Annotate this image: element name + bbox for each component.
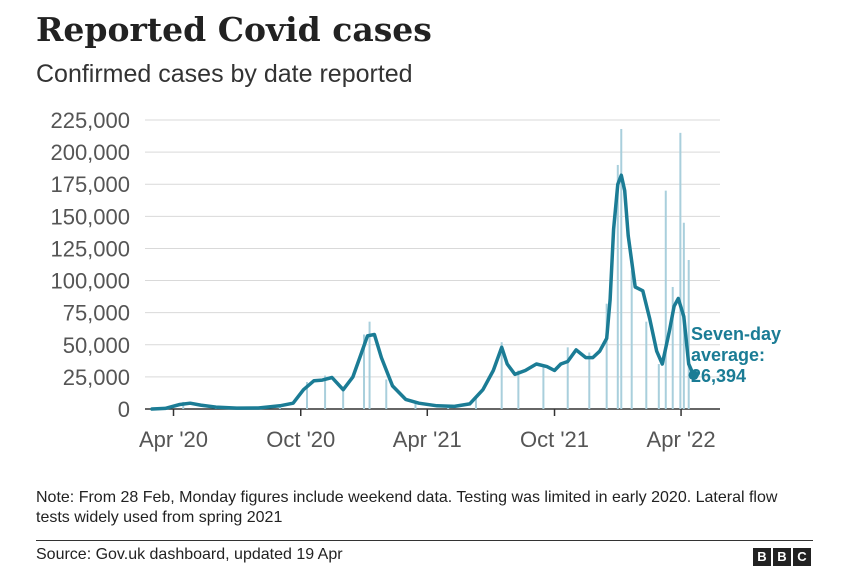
daily-bar: [542, 366, 545, 409]
bbc-logo-b1: B: [753, 548, 771, 566]
daily-bar: [664, 190, 667, 409]
daily-bar: [414, 401, 417, 409]
y-tick-label: 100,000: [50, 269, 130, 294]
y-tick-label: 25,000: [63, 365, 130, 390]
daily-bar: [671, 286, 674, 409]
y-tick-label: 175,000: [50, 172, 130, 197]
daily-bar: [645, 321, 648, 409]
daily-bars: [150, 128, 690, 409]
daily-bar: [616, 164, 619, 409]
covid-cases-chart: 225,000 200,000 175,000 150,000 125,000 100,0…: [50, 108, 781, 452]
daily-bar: [306, 382, 309, 409]
daily-bar: [687, 260, 690, 409]
x-tick-label: Apr '21: [393, 427, 462, 452]
annotation-line: Seven-day: [691, 324, 781, 344]
x-tick-label: Oct '20: [266, 427, 335, 452]
daily-bar: [342, 389, 345, 409]
daily-bar: [474, 397, 477, 409]
daily-bar: [500, 342, 503, 409]
daily-bar: [679, 132, 682, 409]
y-tick-label: 125,000: [50, 236, 130, 261]
bbc-logo: B B C: [753, 548, 811, 566]
daily-bar: [620, 128, 623, 409]
y-tick-label: 50,000: [63, 333, 130, 358]
seven-day-average-line: [150, 173, 699, 411]
x-tick-label: Apr '20: [139, 427, 208, 452]
bbc-logo-b2: B: [773, 548, 791, 566]
bbc-logo-c: C: [793, 548, 811, 566]
daily-bar: [385, 379, 388, 409]
daily-bar: [657, 364, 660, 409]
footer-divider: [36, 540, 813, 541]
annotation-line: 26,394: [691, 366, 746, 386]
x-axis-labels: Apr '20 Oct '20 Apr '21 Oct '21 Apr '22: [139, 409, 716, 452]
daily-bar: [517, 370, 520, 409]
annotation-line: average:: [691, 345, 765, 365]
daily-bar: [324, 375, 327, 409]
daily-bar: [368, 321, 371, 409]
y-tick-label: 225,000: [50, 108, 130, 133]
latest-value-marker: [688, 370, 699, 381]
y-axis-labels: 225,000 200,000 175,000 150,000 125,000 100,0…: [50, 108, 130, 422]
seven-day-average-path: [150, 173, 696, 411]
chart-title: Reported Covid cases: [36, 10, 432, 49]
chart-note: Note: From 28 Feb, Monday figures includ…: [36, 489, 778, 526]
x-tick-label: Oct '21: [520, 427, 589, 452]
chart-subtitle: Confirmed cases by date reported: [36, 60, 413, 88]
gridlines: [145, 119, 720, 410]
daily-bar: [566, 347, 569, 409]
y-tick-label: 200,000: [50, 140, 130, 165]
daily-bar: [630, 270, 633, 409]
source-text: Source: Gov.uk dashboard, updated 19 Apr: [36, 546, 343, 563]
x-tick-label: Apr '22: [647, 427, 716, 452]
daily-bar: [363, 334, 366, 409]
daily-bar: [605, 303, 608, 409]
y-tick-label: 150,000: [50, 204, 130, 229]
y-tick-label: 75,000: [63, 301, 130, 326]
daily-bar: [588, 352, 591, 409]
y-tick-label: 0: [118, 397, 130, 422]
